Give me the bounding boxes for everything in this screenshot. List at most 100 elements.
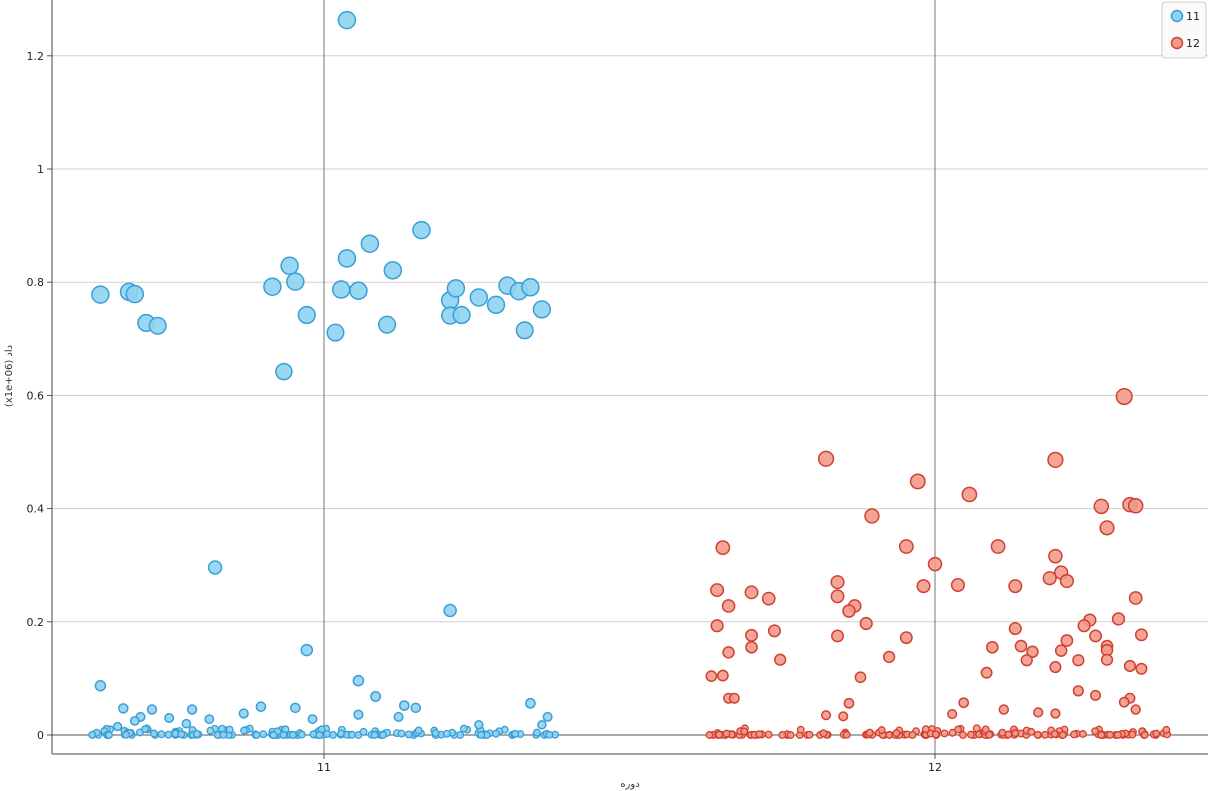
x-tick-label: 12 <box>928 761 942 774</box>
data-point <box>755 730 764 739</box>
data-point <box>146 704 158 715</box>
data-point <box>1049 661 1062 674</box>
data-point <box>469 288 489 307</box>
data-point <box>1014 639 1028 653</box>
data-point <box>947 708 958 720</box>
data-point <box>94 680 107 692</box>
data-point <box>477 730 486 739</box>
data-point <box>1027 727 1036 736</box>
data-point <box>240 726 248 735</box>
data-point <box>288 730 297 739</box>
data-point <box>1118 696 1130 708</box>
data-point <box>865 728 874 737</box>
data-point <box>820 710 832 721</box>
data-point <box>1111 612 1126 626</box>
data-point <box>916 579 931 594</box>
data-point <box>764 730 773 739</box>
data-point <box>414 726 423 735</box>
data-point <box>1134 628 1148 642</box>
data-point <box>715 540 731 556</box>
data-point <box>986 640 999 654</box>
data-point <box>778 731 787 739</box>
data-point <box>486 295 506 315</box>
data-point <box>204 714 215 725</box>
data-point <box>515 321 534 340</box>
data-point <box>105 731 113 739</box>
data-point <box>269 731 278 739</box>
data-point <box>442 729 451 738</box>
data-point <box>940 729 949 738</box>
data-point <box>532 300 552 319</box>
data-point <box>1128 591 1143 605</box>
data-point <box>990 539 1006 554</box>
data-point <box>1091 727 1100 736</box>
y-tick-label: 0.2 <box>27 616 45 629</box>
data-point <box>1089 629 1103 643</box>
data-point <box>297 730 306 739</box>
data-point <box>921 725 930 734</box>
data-point <box>186 704 198 715</box>
data-point <box>443 603 457 618</box>
data-point <box>980 666 993 679</box>
data-point <box>88 730 97 739</box>
data-point <box>129 715 140 726</box>
data-point <box>842 730 851 739</box>
data-point <box>290 702 301 714</box>
data-point <box>370 731 379 739</box>
data-point <box>474 720 484 730</box>
data-point <box>360 234 380 253</box>
data-point <box>859 616 873 631</box>
data-point <box>1060 634 1074 647</box>
data-point <box>1050 708 1061 719</box>
y-axis-title: (x1e+06) داد <box>4 345 15 407</box>
data-point <box>817 450 835 467</box>
data-point <box>150 729 158 738</box>
data-point <box>1020 654 1033 667</box>
data-point <box>337 10 357 30</box>
data-point <box>315 731 324 739</box>
data-point <box>1162 725 1171 734</box>
data-point <box>1054 644 1068 657</box>
data-point <box>705 670 718 683</box>
data-point <box>767 624 781 638</box>
data-point <box>721 599 736 613</box>
data-point <box>1042 571 1057 586</box>
y-tick-label: 0.6 <box>27 389 45 402</box>
axes <box>47 0 1208 759</box>
data-point <box>1097 731 1106 739</box>
data-point <box>908 730 917 739</box>
data-point <box>998 704 1010 715</box>
data-point <box>275 362 293 381</box>
data-point <box>446 279 466 298</box>
data-point <box>1070 730 1078 739</box>
data-point <box>1128 730 1137 739</box>
data-point <box>297 305 316 325</box>
tick-labels: 0 0.2 0.4 0.6 0.8 1 1.2 11 12 <box>27 50 943 774</box>
data-point <box>843 697 855 709</box>
data-point <box>1106 730 1115 739</box>
data-point <box>521 278 540 297</box>
data-point <box>909 473 926 490</box>
data-point <box>378 315 397 334</box>
y-tick-label: 0.4 <box>27 503 45 516</box>
data-point <box>728 692 740 704</box>
legend-label-11: 11 <box>1186 10 1200 23</box>
data-point <box>1050 730 1059 738</box>
data-point <box>532 728 541 737</box>
data-point <box>118 703 129 714</box>
data-point <box>1072 685 1084 697</box>
data-point <box>838 711 849 722</box>
data-point <box>774 653 787 666</box>
data-point <box>349 281 368 300</box>
data-point <box>830 589 845 604</box>
data-point <box>716 669 729 682</box>
data-point <box>744 585 759 600</box>
data-point <box>336 729 345 738</box>
data-point <box>280 256 299 276</box>
data-point <box>352 674 365 687</box>
data-point <box>459 724 468 733</box>
data-point <box>1090 689 1102 701</box>
data-point <box>164 730 173 739</box>
data-point <box>958 697 970 709</box>
